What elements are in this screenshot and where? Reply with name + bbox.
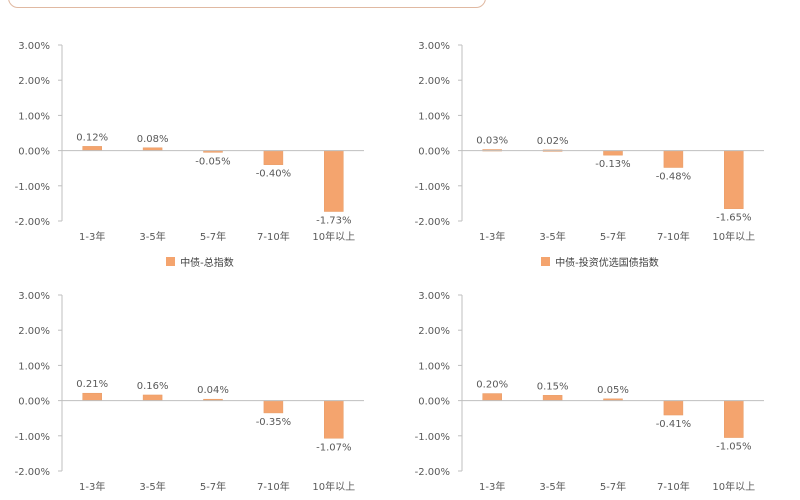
y-tick-label: -2.00%	[415, 467, 450, 478]
x-tick-label: 3-5年	[139, 480, 165, 493]
y-tick-label: 1.00%	[18, 361, 50, 372]
y-tick-label: 0.00%	[418, 147, 450, 158]
data-label: -1.07%	[316, 442, 351, 453]
y-tick-label: 0.00%	[18, 147, 50, 158]
legend-swatch	[166, 257, 176, 266]
chart-panel-bottom-right: 3.00% 2.00% 1.00% 0.00% -1.00% -2.00% 0.20% 0.1…	[400, 250, 800, 500]
y-tick-label: 2.00%	[18, 76, 50, 87]
x-tick-label: 1-3年	[479, 230, 505, 243]
data-label: 0.16%	[137, 381, 169, 392]
y-tick-label: -1.00%	[415, 182, 450, 193]
legend-swatch	[541, 257, 551, 266]
x-tick-label: 5-7年	[600, 480, 626, 493]
x-tick-label: 10年以上	[312, 480, 355, 493]
x-tick-label: 7-10年	[257, 480, 290, 493]
y-tick-label: -2.00%	[415, 217, 450, 228]
y-tick-label: 3.00%	[418, 41, 450, 52]
bar	[603, 150, 623, 156]
x-tick-label: 7-10年	[257, 230, 290, 243]
data-label: -0.05%	[195, 156, 230, 167]
data-label: 0.08%	[137, 134, 169, 145]
bar-chart: 3.00% 2.00% 1.00% 0.00% -1.00% -2.00% 0.20% 0.1…	[415, 291, 764, 493]
legend-label: 中债-总指数	[180, 258, 234, 269]
y-tick-label: 3.00%	[18, 41, 50, 52]
data-label: 0.12%	[76, 132, 108, 143]
y-tick-label: 3.00%	[418, 291, 450, 302]
x-tick-label: 1-3年	[479, 480, 505, 493]
y-tick-label: -1.00%	[415, 432, 450, 443]
data-label: -0.13%	[595, 159, 630, 170]
data-label: -0.48%	[656, 171, 691, 182]
x-tick-label: 1-3年	[79, 230, 105, 243]
y-tick-label: 2.00%	[18, 326, 50, 337]
y-tick-label: 3.00%	[18, 291, 50, 302]
chart-panel-top-right: 3.00% 2.00% 1.00% 0.00% -1.00% -2.00% 0.03% 0.0…	[400, 0, 800, 269]
x-tick-label: 3-5年	[139, 230, 165, 243]
y-tick-label: 2.00%	[418, 76, 450, 87]
chart-panel-bottom-left: 3.00% 2.00% 1.00% 0.00% -1.00% -2.00% 0.21% 0.1…	[0, 250, 400, 500]
bar	[263, 400, 284, 414]
data-label: -0.41%	[656, 419, 691, 430]
bar	[142, 394, 163, 401]
bar-chart: 3.00% 2.00% 1.00% 0.00% -1.00% -2.00% 0.21% 0.1…	[15, 291, 364, 493]
y-tick-label: 1.00%	[418, 361, 450, 372]
y-tick-label: 2.00%	[418, 326, 450, 337]
bar	[724, 400, 744, 438]
bar	[482, 393, 502, 401]
data-label: -1.73%	[316, 215, 351, 226]
data-label: -0.40%	[256, 169, 291, 180]
bar	[724, 150, 744, 209]
x-tick-label: 3-5年	[539, 480, 565, 493]
x-tick-label: 5-7年	[200, 230, 226, 243]
legend: 中债-投资优选国债指数	[400, 254, 800, 269]
data-label: -0.35%	[256, 417, 291, 428]
bar	[263, 150, 284, 165]
data-label: 0.21%	[76, 379, 108, 390]
data-label: 0.02%	[537, 136, 569, 147]
x-tick-label: 1-3年	[79, 480, 105, 493]
bar-chart: 3.00% 2.00% 1.00% 0.00% -1.00% -2.00% 0.12% 0.0…	[15, 41, 364, 243]
y-tick-label: 1.00%	[418, 111, 450, 122]
y-tick-label: -2.00%	[15, 467, 50, 478]
bar-chart: 3.00% 2.00% 1.00% 0.00% -1.00% -2.00% 0.03% 0.0…	[415, 41, 764, 243]
data-label: 0.03%	[476, 136, 508, 147]
x-tick-label: 5-7年	[600, 230, 626, 243]
y-tick-label: -1.00%	[15, 182, 50, 193]
data-label: 0.04%	[197, 385, 229, 396]
bar	[324, 400, 344, 439]
bar	[82, 146, 102, 151]
x-tick-label: 7-10年	[657, 480, 690, 493]
x-tick-label: 5-7年	[200, 480, 226, 493]
x-tick-label: 7-10年	[657, 230, 690, 243]
bar	[663, 400, 684, 416]
data-label: 0.20%	[476, 380, 508, 391]
y-tick-label: 0.00%	[18, 397, 50, 408]
bar	[542, 395, 563, 401]
bar	[663, 150, 684, 168]
y-tick-label: -1.00%	[15, 432, 50, 443]
legend: 中债-总指数	[0, 254, 400, 269]
y-tick-label: 1.00%	[18, 111, 50, 122]
data-label: 0.15%	[537, 381, 569, 392]
data-label: -1.05%	[716, 442, 751, 453]
chart-panel-top-left: 3.00% 2.00% 1.00% 0.00% -1.00% -2.00% 0.12% 0.0…	[0, 0, 400, 269]
y-tick-label: 0.00%	[418, 397, 450, 408]
data-label: 0.05%	[597, 385, 629, 396]
data-label: -1.65%	[716, 213, 751, 224]
x-tick-label: 10年以上	[312, 230, 355, 243]
legend-label: 中债-投资优选国债指数	[555, 258, 659, 269]
y-tick-label: -2.00%	[15, 217, 50, 228]
bar	[324, 150, 344, 212]
x-tick-label: 10年以上	[712, 230, 755, 243]
x-tick-label: 3-5年	[539, 230, 565, 243]
x-tick-label: 10年以上	[712, 480, 755, 493]
bar	[82, 392, 102, 401]
